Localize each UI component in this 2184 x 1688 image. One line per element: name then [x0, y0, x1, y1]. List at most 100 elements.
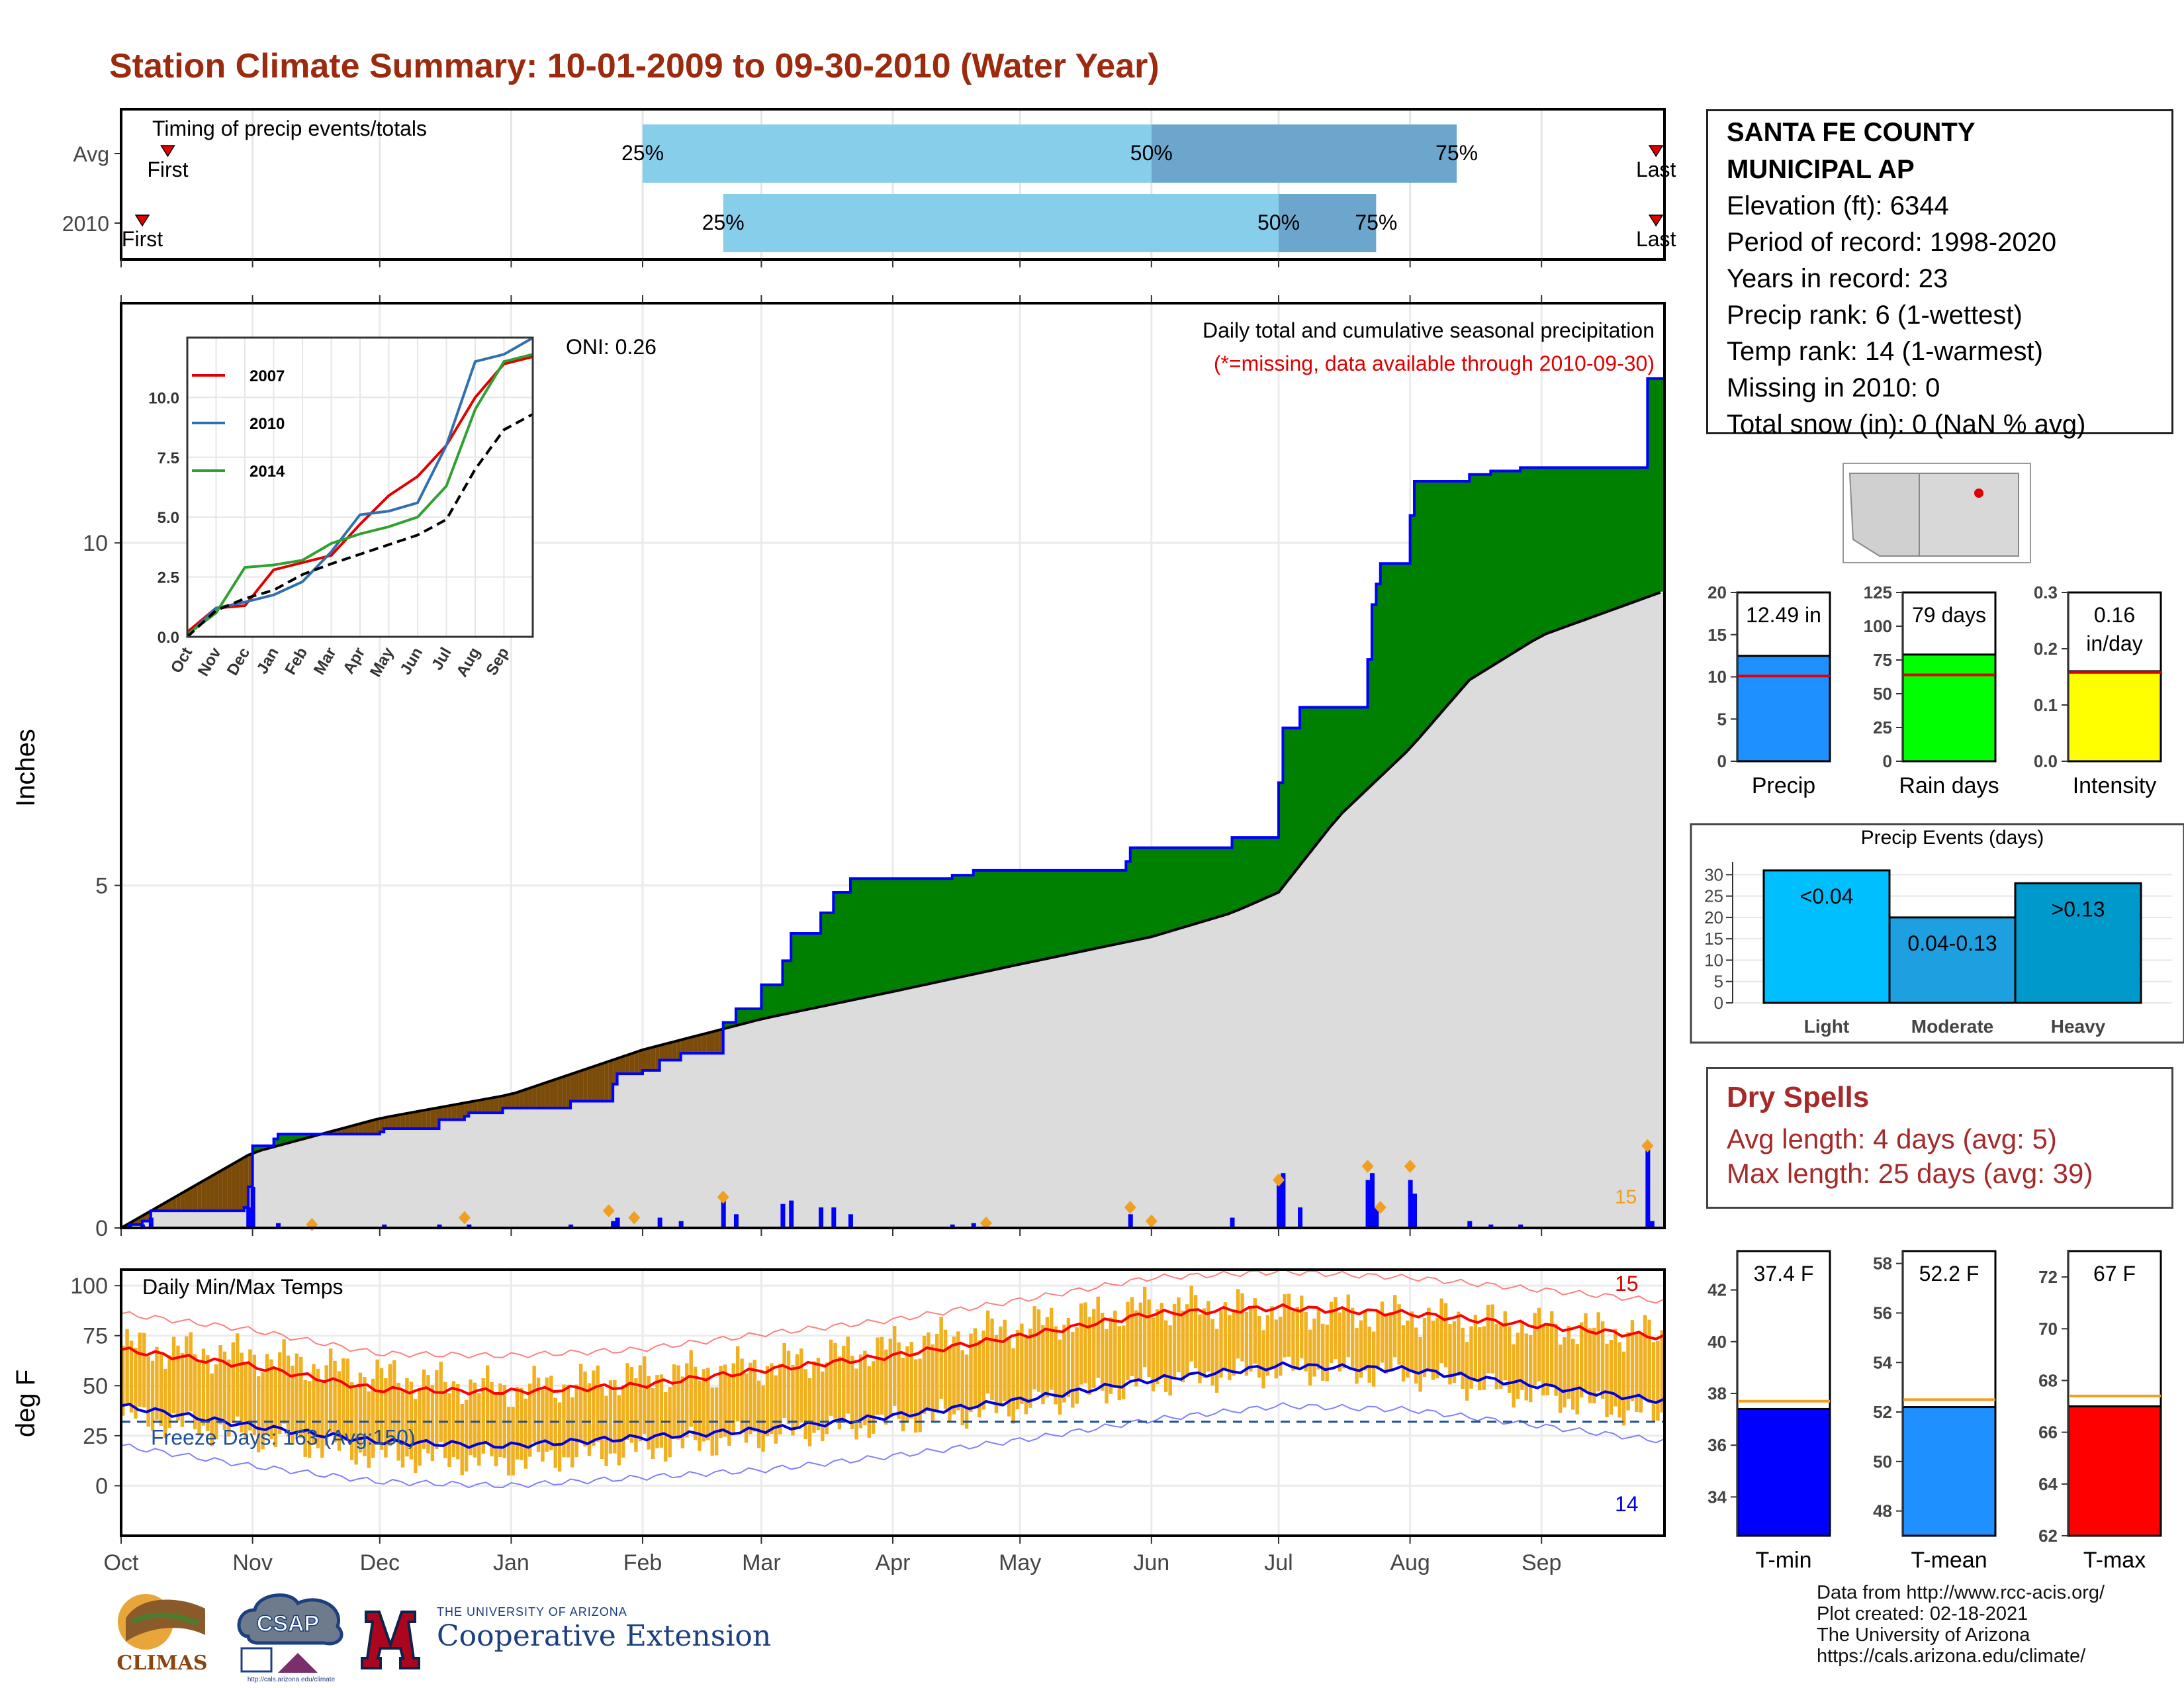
temps-daily-bar: [1418, 1336, 1422, 1392]
temps-daily-bar: [1363, 1311, 1367, 1371]
temps-daily-bar: [1253, 1298, 1257, 1364]
precip-below-average-fill: [379, 1117, 385, 1133]
precip-above-average-fill: [1223, 847, 1228, 915]
precip-above-average-fill: [1596, 467, 1602, 615]
precip-above-average-fill: [723, 1022, 728, 1029]
precip-average-fill: [1584, 619, 1589, 1228]
precip-average-fill: [600, 1063, 605, 1228]
summary-precip-category: Precip: [1752, 773, 1815, 798]
precip-below-average-fill: [134, 1219, 139, 1225]
precip-below-average-fill: [557, 1078, 563, 1108]
precip-average-fill: [557, 1078, 563, 1228]
precip-average-fill: [498, 1096, 504, 1228]
precip-above-average-fill: [1414, 481, 1420, 741]
temps-daily-bar: [1439, 1298, 1443, 1364]
temps-daily-bar: [273, 1369, 278, 1448]
inset-legend-label: 2010: [250, 415, 285, 433]
precip-below-average-fill: [621, 1056, 626, 1074]
precip-above-average-fill: [1558, 467, 1563, 629]
precip-average-fill: [1503, 657, 1508, 1228]
temps-daily-bar: [129, 1340, 134, 1413]
temps-daily-bar: [1028, 1329, 1032, 1408]
temps-daily-bar: [235, 1333, 240, 1417]
summary-precip-value-label: 12.49 in: [1746, 603, 1821, 627]
temps-daily-bar: [587, 1383, 592, 1456]
temps-daily-bar: [706, 1368, 710, 1440]
precip-daily-bar: [1645, 1145, 1651, 1228]
temps-daily-bar: [1177, 1297, 1181, 1372]
temps-daily-bar: [829, 1339, 833, 1416]
temps-daily-bar: [1571, 1338, 1575, 1410]
precip-average-fill: [1563, 627, 1568, 1228]
precip-daily-bar: [819, 1207, 824, 1228]
temps-daily-bar: [931, 1344, 935, 1421]
temps-xtick-label: Feb: [623, 1550, 662, 1575]
temps-daily-bar: [1316, 1309, 1321, 1370]
precip-average-fill: [1066, 954, 1071, 1228]
precip-below-average-fill: [515, 1092, 520, 1108]
temps-daily-bar: [1228, 1315, 1232, 1381]
precip-below-average-fill: [163, 1202, 169, 1211]
precip-average-fill: [871, 995, 876, 1228]
precip-average-fill: [1596, 614, 1602, 1228]
tempbar-t-mean-ytick-label: 58: [1873, 1254, 1892, 1274]
temps-daily-bar: [481, 1378, 485, 1454]
precip-average-fill: [1376, 778, 1381, 1228]
station-elevation: Elevation (ft): 6344: [1727, 191, 1949, 220]
temps-daily-bar: [1321, 1323, 1325, 1381]
precip-above-average-fill: [1134, 847, 1140, 940]
tempbar-t-mean: 48 50 52 54 56 58 52.2 F T-mean: [1873, 1250, 1997, 1573]
precip-average-fill: [1516, 649, 1521, 1228]
temps-daily-bar: [379, 1368, 384, 1450]
tempbar-t-max-ytick-label: 66: [2038, 1423, 2058, 1442]
tempbar-t-mean-ytick-label: 50: [1873, 1452, 1892, 1472]
precip-average-fill: [765, 1017, 770, 1228]
temps-daily-bar: [414, 1399, 418, 1474]
precip-average-fill: [490, 1098, 495, 1228]
precip-legend-text: Daily total and cumulative seasonal prec…: [1203, 318, 1655, 342]
precip-above-average-fill: [1168, 847, 1173, 931]
temps-daily-bar: [1312, 1318, 1316, 1377]
precip-daily-bar: [1281, 1173, 1286, 1228]
precip-average-fill: [1210, 918, 1216, 1228]
temps-daily-bar: [985, 1310, 990, 1394]
temps-daily-bar: [756, 1380, 761, 1448]
precip-average-fill: [880, 994, 885, 1228]
temps-daily-bar: [651, 1388, 655, 1460]
precip-above-average-fill: [1177, 847, 1182, 929]
temps-daily-bar: [532, 1366, 536, 1443]
precip-above-average-fill: [1346, 707, 1351, 807]
precip-below-average-fill: [485, 1098, 490, 1113]
temps-daily-bar: [778, 1364, 782, 1434]
temps-daily-bar: [1524, 1333, 1528, 1401]
precip-average-fill: [676, 1040, 682, 1228]
precip-average-fill: [566, 1074, 571, 1228]
map-state-arizona: [1848, 473, 1920, 557]
temps-daily-bar: [867, 1366, 871, 1438]
precip-average-fill: [964, 975, 970, 1228]
precip-average-fill: [1287, 878, 1292, 1228]
tempbar-t-max-ytick-label: 70: [2038, 1319, 2058, 1338]
precip-above-average-fill: [981, 870, 987, 972]
precip-above-average-fill: [1338, 707, 1343, 816]
precip-average-fill: [1325, 830, 1330, 1228]
precip-below-average-fill: [240, 1158, 245, 1211]
temps-daily-bar: [1380, 1301, 1385, 1363]
temps-daily-bar: [388, 1364, 392, 1446]
precip-average-fill: [625, 1055, 631, 1228]
precip-above-average-fill: [1312, 707, 1318, 847]
precip-average-fill: [1545, 633, 1551, 1228]
precip-above-average-fill: [939, 878, 944, 982]
precip-events-ytick-label: 0: [1714, 993, 1723, 1013]
precip-record-marker: [458, 1211, 471, 1225]
temps-daily-bar: [927, 1332, 931, 1411]
precip-below-average-fill: [714, 1030, 719, 1054]
precip-above-average-fill: [833, 892, 839, 1004]
temps-daily-bar: [553, 1397, 557, 1468]
precip-above-average-fill: [1431, 481, 1436, 722]
precip-below-average-fill: [511, 1094, 516, 1108]
temps-daily-bar: [316, 1368, 320, 1448]
precip-above-average-fill: [1342, 707, 1347, 811]
temps-daily-bar: [265, 1354, 269, 1435]
